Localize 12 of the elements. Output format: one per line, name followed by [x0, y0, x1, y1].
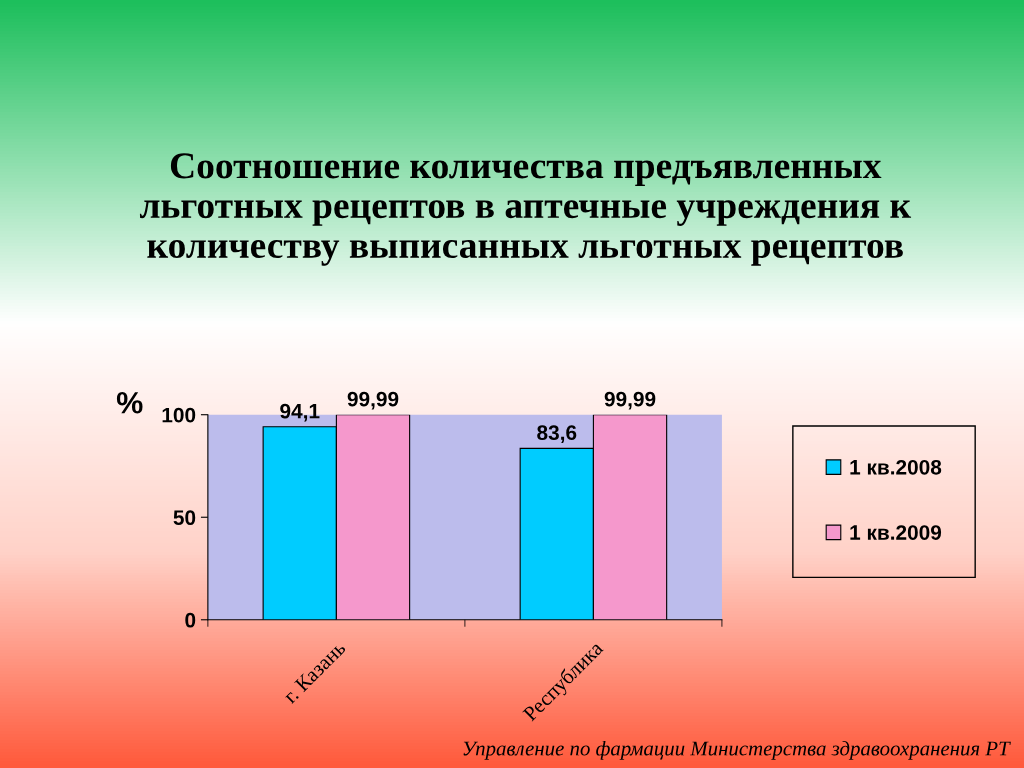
chart-title: Соотношение количества предъявленных льготных рецептов в аптечные учреждения к количеству выписанных льготных рецептов — [139, 153, 912, 266]
y-tick-label: 0 — [185, 612, 196, 628]
y-axis-title: % — [116, 392, 143, 414]
y-tick-label: 100 — [162, 407, 196, 423]
data-label: 83,6 — [537, 425, 577, 444]
data-label: 99,99 — [604, 391, 656, 410]
data-label: 99,99 — [347, 391, 399, 410]
legend-label: 1 кв.2009 — [850, 525, 942, 540]
data-label: 94,1 — [280, 403, 320, 422]
legend-label: 1 кв.2008 — [850, 459, 942, 475]
text: Управление по фармации Министерства здравоохранения РТ — [463, 740, 1011, 760]
y-tick-label: 50 — [173, 510, 196, 525]
